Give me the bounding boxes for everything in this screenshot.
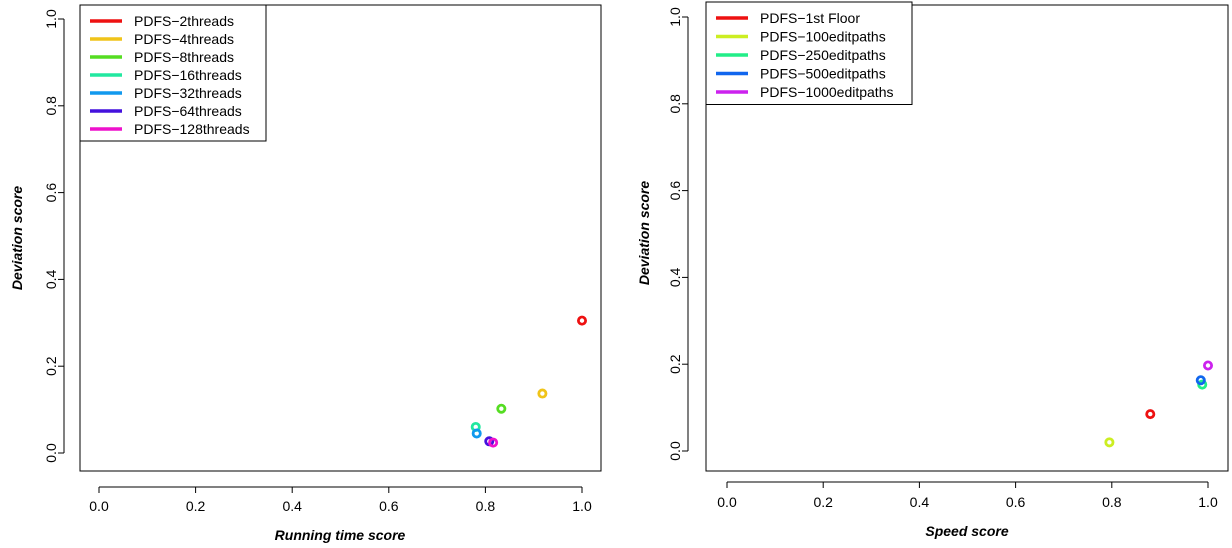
legend-label: PDFS−100editpaths xyxy=(760,29,886,45)
x-tick-label: 0.2 xyxy=(813,494,833,510)
y-tick-label: 0.0 xyxy=(667,441,683,461)
legend-label: PDFS−1st Floor xyxy=(760,10,860,26)
y-axis-title: Deviation score xyxy=(9,186,25,290)
data-points xyxy=(470,315,588,448)
data-point xyxy=(496,403,507,414)
data-point xyxy=(1104,437,1115,448)
legend-box xyxy=(79,4,267,142)
legend-label: PDFS−2threads xyxy=(134,13,234,29)
data-point xyxy=(1145,409,1156,420)
legend: PDFS−1st Floor PDFS−100editpaths PDFS−250e… xyxy=(705,1,913,105)
x-tick-label: 0.8 xyxy=(1102,494,1122,510)
data-point xyxy=(577,315,588,326)
y-tick-label: 0.8 xyxy=(43,96,59,116)
legend: PDFS−2threads PDFS−4threads PDFS−8threads P… xyxy=(79,4,267,142)
y-tick-label: 0.4 xyxy=(667,267,683,287)
data-point xyxy=(537,388,548,399)
x-tick-label: 1.0 xyxy=(572,498,592,514)
x-tick-label: 0.4 xyxy=(282,498,302,514)
y-axis: 0.0 0.2 0.4 0.6 0.8 1.0 xyxy=(43,9,65,463)
data-point xyxy=(1203,360,1214,371)
x-tick-label: 0.0 xyxy=(717,494,737,510)
x-axis: 0.0 0.2 0.4 0.6 0.8 1.0 xyxy=(89,486,592,514)
y-tick-label: 0.6 xyxy=(667,181,683,201)
y-tick-label: 0.8 xyxy=(667,94,683,114)
legend-label: PDFS−32threads xyxy=(134,85,242,101)
x-tick-label: 0.0 xyxy=(89,498,109,514)
x-axis-title: Running time score xyxy=(275,527,406,543)
chart-speed: 0.0 0.2 0.4 0.6 0.8 1.0 0.0 0.2 0.4 0.6 0.8 1.0 Sp… xyxy=(636,1,1229,539)
plot-frame xyxy=(79,4,602,472)
data-point xyxy=(488,437,499,448)
data-points xyxy=(1104,360,1214,448)
legend-label: PDFS−64threads xyxy=(134,103,242,119)
data-point xyxy=(471,428,482,439)
y-tick-label: 0.4 xyxy=(43,269,59,289)
legend-label: PDFS−4threads xyxy=(134,31,234,47)
y-tick-label: 0.6 xyxy=(43,183,59,203)
y-tick-label: 0.2 xyxy=(43,356,59,376)
y-tick-label: 0.2 xyxy=(667,354,683,374)
plot-frame xyxy=(705,4,1229,472)
legend-label: PDFS−250editpaths xyxy=(760,47,886,63)
x-axis-title: Speed score xyxy=(925,523,1008,539)
data-point xyxy=(1195,375,1206,386)
y-axis: 0.0 0.2 0.4 0.6 0.8 1.0 xyxy=(667,7,689,461)
x-tick-label: 0.6 xyxy=(1006,494,1026,510)
x-tick-label: 0.8 xyxy=(476,498,496,514)
x-tick-label: 0.6 xyxy=(379,498,399,514)
y-tick-label: 1.0 xyxy=(667,7,683,27)
x-tick-label: 1.0 xyxy=(1198,494,1218,510)
x-axis: 0.0 0.2 0.4 0.6 0.8 1.0 xyxy=(717,481,1218,510)
x-tick-label: 0.2 xyxy=(186,498,206,514)
legend-label: PDFS−16threads xyxy=(134,67,242,83)
x-tick-label: 0.4 xyxy=(910,494,930,510)
y-tick-label: 0.0 xyxy=(43,443,59,463)
legend-label: PDFS−128threads xyxy=(134,121,250,137)
chart-running-time: 0.0 0.2 0.4 0.6 0.8 1.0 0.0 0.2 0.4 0.6 0.8 1.0 Ru… xyxy=(9,4,602,543)
legend-label: PDFS−8threads xyxy=(134,49,234,65)
y-tick-label: 1.0 xyxy=(43,9,59,29)
legend-label: PDFS−500editpaths xyxy=(760,66,886,82)
legend-label: PDFS−1000editpaths xyxy=(760,84,893,100)
y-axis-title: Deviation score xyxy=(636,181,652,285)
